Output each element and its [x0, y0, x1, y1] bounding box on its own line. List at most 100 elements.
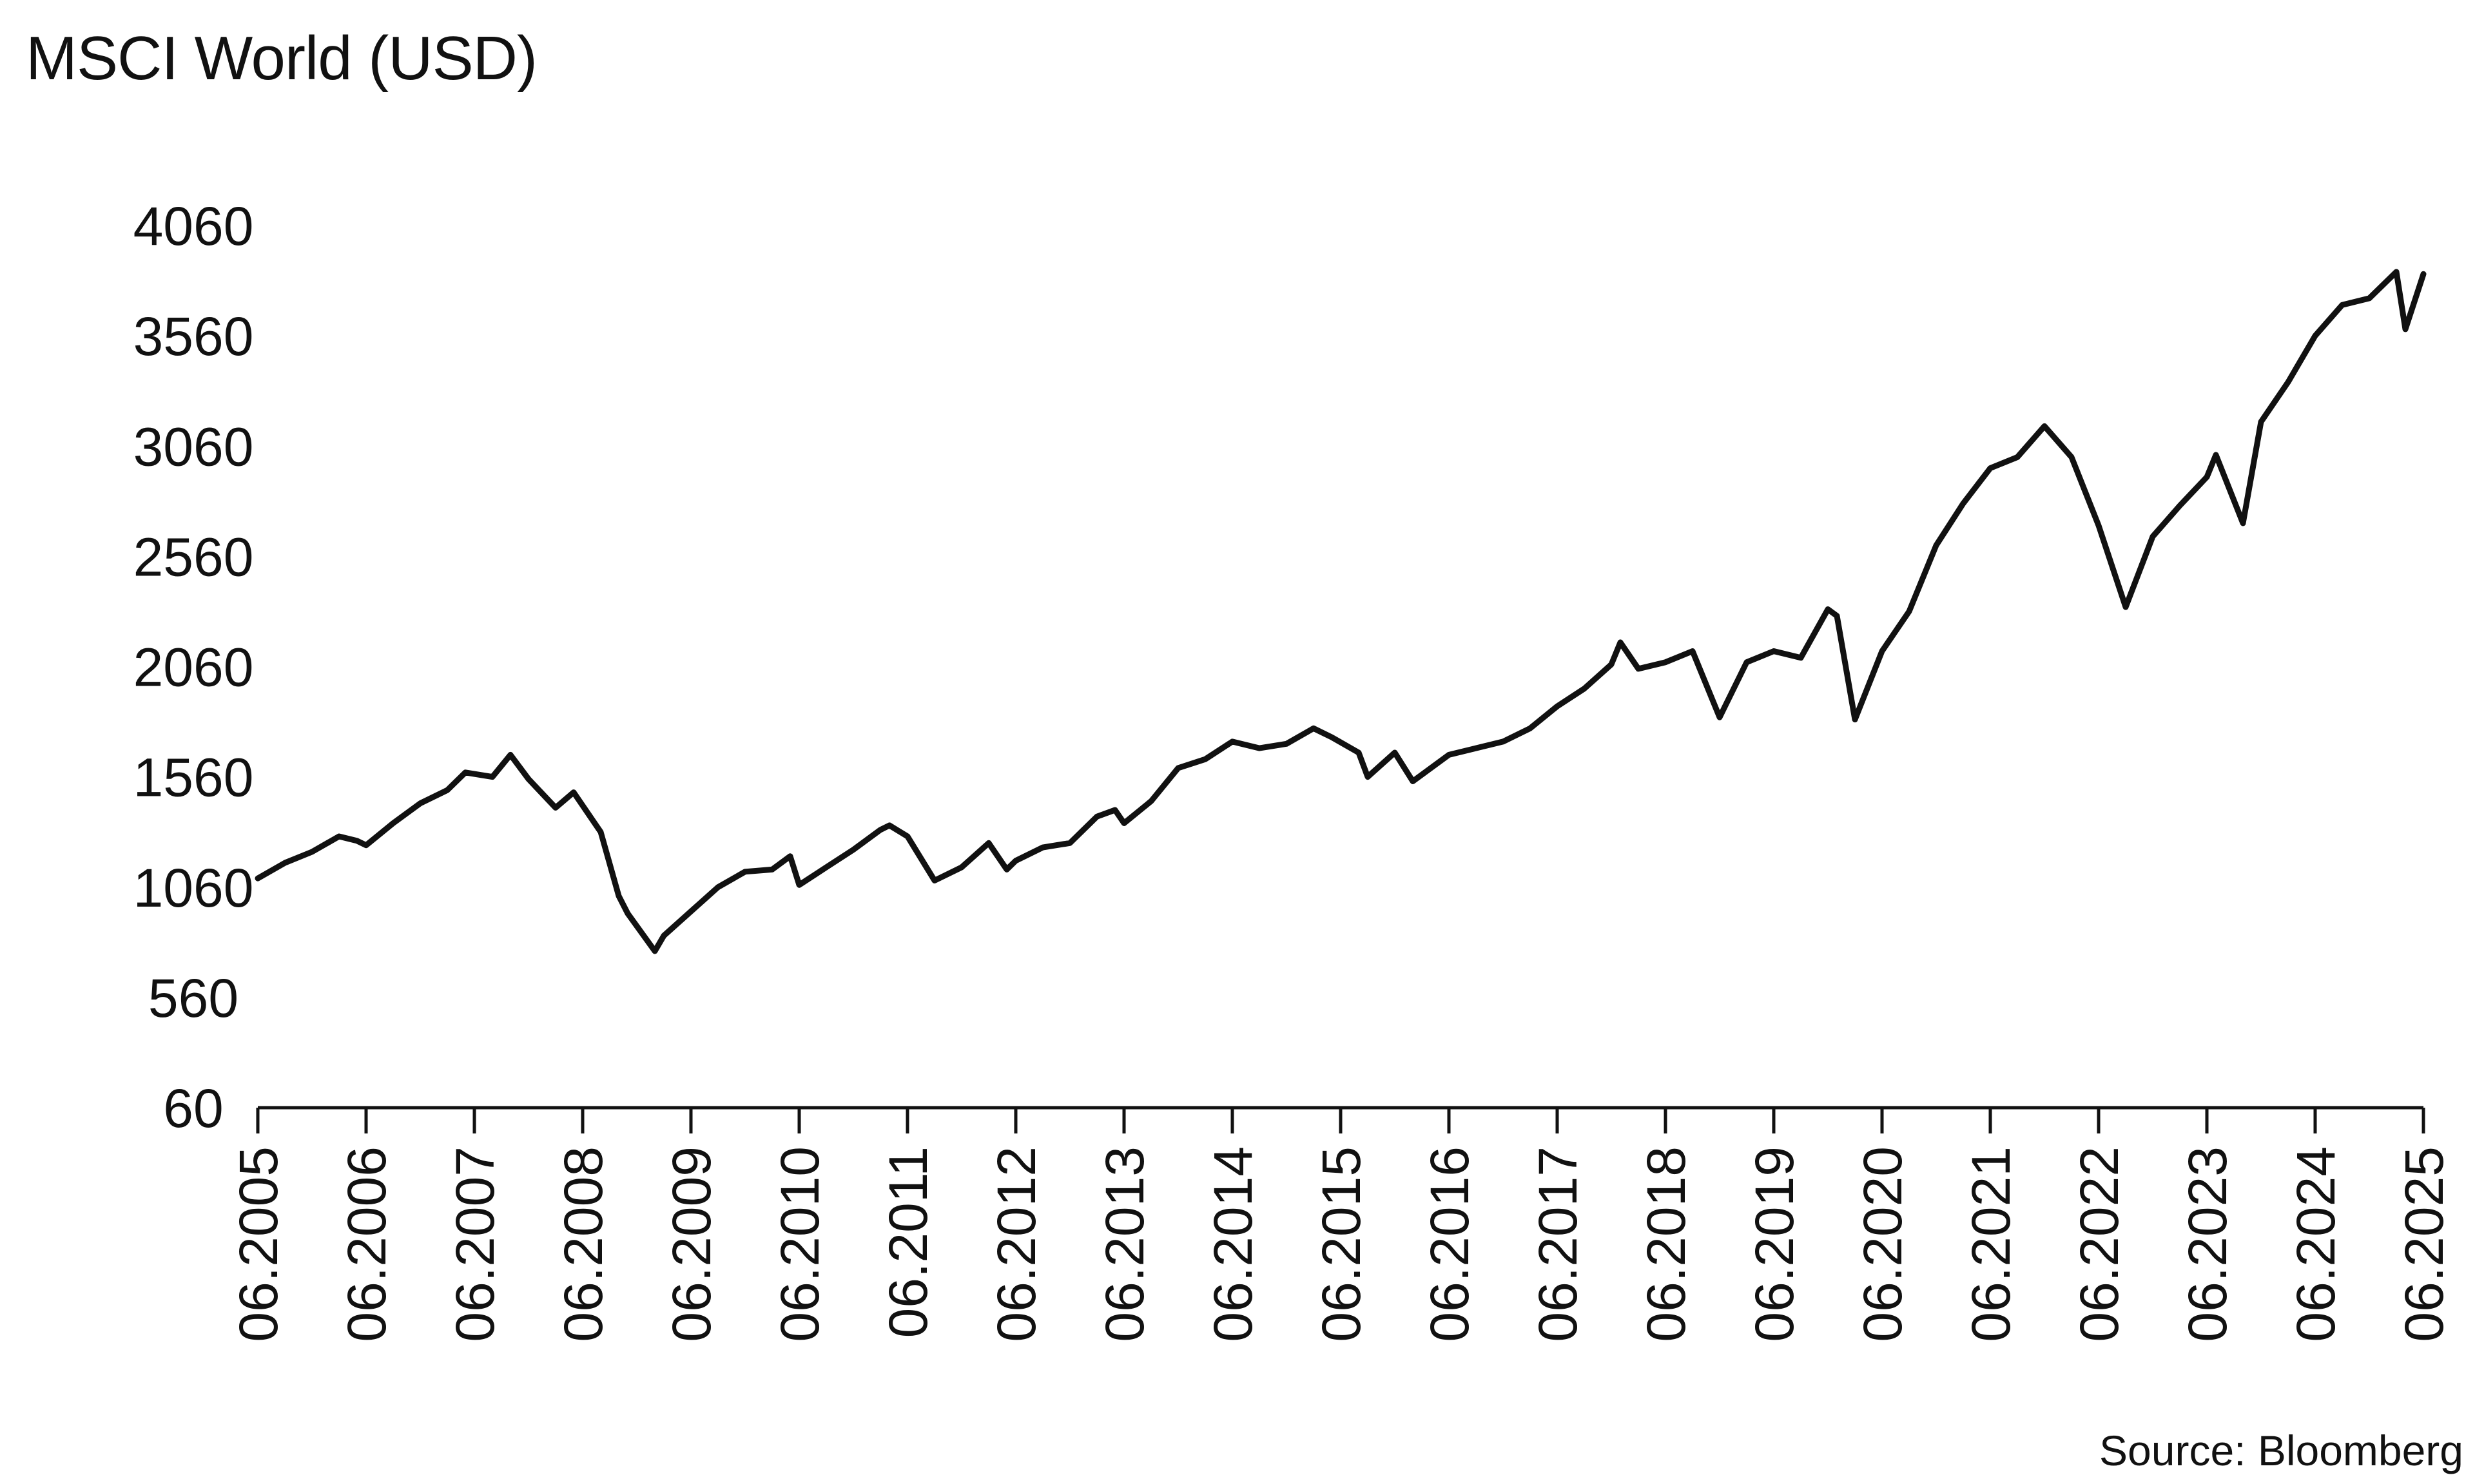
x-tick-label: 06.2025 — [2394, 1146, 2454, 1342]
data-point — [1961, 501, 1965, 506]
y-tick-label: 2560 — [133, 526, 254, 587]
data-point — [418, 801, 422, 805]
data-point — [1203, 757, 1207, 762]
data-point — [2015, 455, 2019, 459]
data-point — [1799, 655, 1803, 660]
data-point — [2313, 334, 2317, 338]
data-point — [662, 934, 666, 938]
data-point — [1176, 766, 1180, 770]
y-tick-label: 60 — [163, 1078, 223, 1139]
data-point — [1718, 715, 1722, 720]
data-point — [987, 841, 991, 845]
data-point — [1312, 726, 1315, 731]
data-point — [878, 827, 882, 832]
x-tick-label: 06.2009 — [661, 1146, 722, 1342]
data-point — [888, 823, 891, 827]
data-point — [1745, 660, 1749, 664]
data-point — [2340, 303, 2344, 307]
data-point — [689, 909, 693, 914]
data-point — [310, 850, 314, 854]
x-tick-label: 06.2010 — [770, 1146, 830, 1342]
data-point — [355, 838, 359, 843]
series-line — [255, 269, 2427, 954]
data-point — [2070, 455, 2073, 459]
series-points — [256, 269, 2425, 953]
y-tick-label: 3060 — [133, 416, 254, 477]
data-point — [2178, 503, 2182, 508]
data-point — [1501, 739, 1505, 744]
data-point — [445, 788, 449, 793]
data-point — [1095, 814, 1099, 819]
data-point — [599, 830, 603, 834]
x-tick-label: 06.2013 — [1094, 1146, 1155, 1342]
x-tick-label: 06.2023 — [2177, 1146, 2238, 1342]
data-point — [933, 878, 937, 883]
x-tick-label: 06.2020 — [1852, 1146, 1913, 1342]
data-point — [364, 843, 368, 847]
x-tick-label: 06.2021 — [1961, 1146, 2021, 1342]
data-point — [2124, 605, 2128, 610]
x-tick-label: 06.2011 — [878, 1146, 938, 1338]
data-point — [391, 821, 395, 825]
data-point — [626, 911, 630, 916]
data-point — [554, 805, 558, 810]
source-note: Source: Bloomberg — [2099, 1427, 2463, 1474]
data-point — [716, 885, 720, 889]
data-point — [2097, 523, 2101, 528]
x-axis-ticks — [256, 1108, 2425, 1133]
data-point — [2241, 521, 2245, 525]
data-point — [851, 847, 855, 852]
data-point — [617, 894, 621, 898]
data-point — [1826, 607, 1830, 612]
chart-title: MSCI World (USD) — [26, 24, 538, 93]
data-point — [1636, 666, 1640, 671]
y-tick-label: 4060 — [133, 196, 254, 256]
y-tick-label: 1560 — [133, 747, 254, 808]
data-point — [1041, 845, 1045, 850]
x-tick-label: 06.2008 — [553, 1146, 614, 1342]
data-point — [788, 854, 792, 858]
x-axis-tick-labels: 06.2005 06.2006 06.2007 06.2008 06.2009 06.20… — [228, 1146, 2454, 1342]
data-point — [1528, 726, 1532, 731]
x-tick-label: 06.2018 — [1636, 1146, 1696, 1342]
data-point — [283, 861, 287, 865]
data-point — [1835, 613, 1839, 618]
data-point — [1113, 808, 1117, 812]
data-point — [824, 865, 828, 869]
data-point — [1618, 640, 1622, 644]
data-point — [1068, 841, 1072, 845]
data-point — [509, 753, 512, 757]
data-point — [1609, 662, 1613, 667]
data-point — [1005, 867, 1009, 872]
data-point — [1907, 609, 1911, 613]
data-point — [1411, 779, 1415, 784]
data-point — [1934, 543, 1938, 548]
data-point — [2151, 534, 2155, 539]
data-point — [2214, 452, 2218, 457]
data-point — [1366, 775, 1370, 779]
data-point — [1257, 746, 1261, 751]
data-point — [797, 883, 801, 887]
data-point — [770, 867, 774, 872]
data-point — [1664, 660, 1667, 664]
x-tick-label: 06.2017 — [1528, 1146, 1588, 1342]
y-tick-label: 560 — [148, 968, 238, 1028]
data-point — [1014, 858, 1018, 863]
data-point — [2043, 424, 2046, 429]
data-point — [653, 949, 657, 953]
data-point — [572, 790, 576, 795]
x-tick-label: 06.2006 — [336, 1146, 397, 1342]
data-point — [2286, 380, 2290, 384]
data-point — [2367, 296, 2371, 300]
data-point — [1393, 751, 1397, 755]
data-point — [1230, 739, 1234, 744]
y-tick-label: 3560 — [133, 306, 254, 367]
data-point — [337, 834, 341, 838]
data-point — [1555, 704, 1559, 709]
x-tick-label: 06.2016 — [1419, 1146, 1480, 1342]
data-point — [1880, 649, 1884, 653]
x-tick-label: 06.2015 — [1311, 1146, 1372, 1342]
data-point — [1582, 686, 1586, 691]
data-point — [256, 876, 260, 881]
data-point — [1853, 717, 1857, 722]
